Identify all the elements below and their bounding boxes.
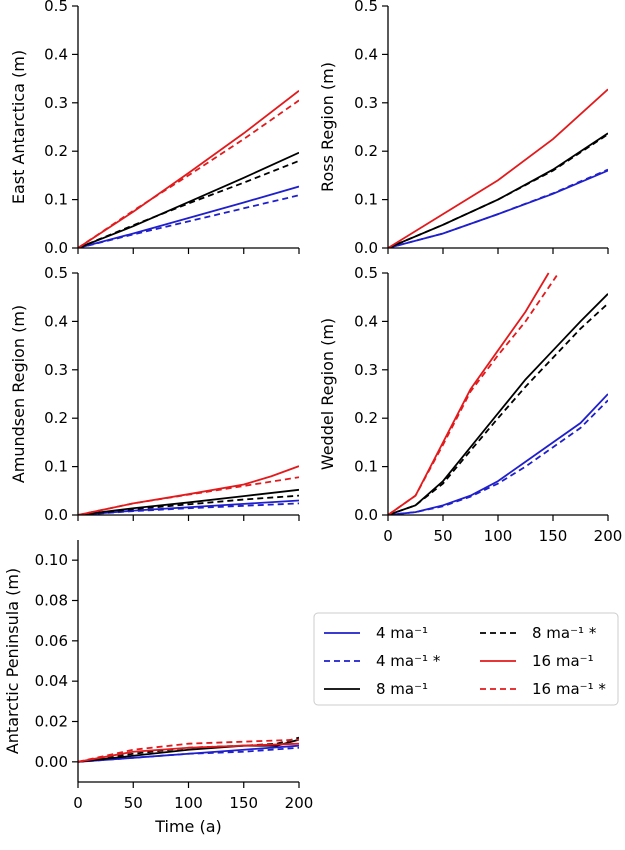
series-line-s16 [78, 465, 299, 515]
panel-5: 0.00 0.02 0.04 0.06 0.08 0.10 0 50 100 150 200 Anta… [3, 540, 313, 836]
series-line-s4 [388, 169, 608, 248]
legend-label-s4: 4 ma⁻¹ [376, 624, 428, 642]
y-tick-label: 0.10 [35, 551, 68, 569]
x-tick-label: 0 [383, 527, 393, 545]
y-tick-label: 0.4 [354, 45, 378, 63]
x-tick-label: 200 [285, 794, 314, 812]
legend-box [313, 612, 619, 706]
x-tick-label: 150 [229, 794, 258, 812]
legend-label-s16: 16 ma⁻¹ [532, 652, 594, 670]
series-line-s16d [78, 99, 299, 248]
x-axis-title: Time (a) [154, 817, 222, 836]
panel-2: 0.0 0.1 0.2 0.3 0.4 0.5 Ross Region (m) [318, 0, 609, 257]
series-line-s16d [78, 738, 299, 763]
legend: 4 ma⁻¹ 4 ma⁻¹ * 8 ma⁻¹ 8 ma⁻¹ * 16 ma⁻¹ 16 ma… [313, 612, 619, 706]
series-line-s4d [78, 502, 299, 515]
x-tick-label: 50 [433, 527, 452, 545]
y-tick-label: 0.1 [354, 191, 378, 209]
x-tick-label: 100 [174, 794, 203, 812]
series-line-s4d [388, 399, 608, 515]
y-tick-label: 0.0 [354, 239, 378, 257]
series-line-s16 [78, 89, 299, 248]
y-tick-label: 0.4 [354, 312, 378, 330]
series-line-s8d [388, 302, 608, 515]
y-tick-label: 0.06 [35, 632, 68, 650]
x-tick-label: 200 [594, 527, 623, 545]
series-line-s16 [78, 742, 299, 763]
series-line-s8d [388, 133, 608, 248]
y-tick-label: 0.5 [44, 0, 68, 15]
y-tick-label: 0.2 [44, 142, 68, 160]
y-tick-label: 0.5 [354, 264, 378, 282]
y-axis-title: East Antarctica (m) [9, 50, 28, 204]
y-tick-label: 0.5 [354, 0, 378, 15]
x-tick-label: 0 [73, 794, 83, 812]
y-axis-title: Amundsen Region (m) [9, 305, 28, 483]
series-line-s8d [78, 736, 299, 763]
y-tick-label: 0.0 [44, 239, 68, 257]
y-tick-label: 0.2 [354, 142, 378, 160]
series-line-s8 [388, 132, 608, 248]
y-tick-label: 0.1 [44, 191, 68, 209]
series-line-s4 [78, 185, 299, 248]
legend-label-s16d: 16 ma⁻¹ * [532, 680, 606, 698]
y-axis-title: Ross Region (m) [318, 62, 337, 192]
y-axis-title: Antarctic Peninsula (m) [3, 568, 22, 754]
y-tick-label: 0.4 [44, 312, 68, 330]
y-tick-label: 0.5 [44, 264, 68, 282]
x-tick-label: 150 [539, 527, 568, 545]
x-tick-label: 100 [484, 527, 513, 545]
y-axis-title: Weddel Region (m) [318, 318, 337, 470]
y-tick-label: 0.00 [35, 753, 68, 771]
series-line-s4d [78, 746, 299, 763]
panel-3: 0.0 0.1 0.2 0.3 0.4 0.5 Amundsen Region (m) [9, 264, 300, 524]
y-tick-label: 0.0 [44, 506, 68, 524]
series-line-s8 [78, 488, 299, 515]
series-line-s8 [78, 151, 299, 248]
series-line-s4 [78, 499, 299, 515]
y-tick-label: 0.3 [354, 94, 378, 112]
legend-label-s8d: 8 ma⁻¹ * [532, 624, 597, 642]
y-tick-label: 0.2 [44, 409, 68, 427]
y-tick-label: 0.3 [354, 361, 378, 379]
x-tick-label: 50 [124, 794, 143, 812]
series-line-s4 [388, 393, 608, 515]
series-line-s16d [388, 272, 560, 515]
y-tick-label: 0.1 [44, 458, 68, 476]
series-line-s4d [78, 194, 299, 248]
y-tick-label: 0.04 [35, 672, 68, 690]
y-tick-label: 0.02 [35, 713, 68, 731]
y-tick-label: 0.4 [44, 45, 68, 63]
y-tick-label: 0.3 [44, 94, 68, 112]
y-tick-label: 0.1 [354, 458, 378, 476]
panel-4: 0.0 0.1 0.2 0.3 0.4 0.5 0 50 100 150 200 Weddel Reg… [318, 264, 622, 545]
series-line-s4d [388, 168, 608, 248]
panel-1: 0.0 0.1 0.2 0.3 0.4 0.5 East Antarctica (m) [9, 0, 300, 257]
y-tick-label: 0.08 [35, 592, 68, 610]
series-line-s16 [388, 272, 550, 515]
legend-label-s8: 8 ma⁻¹ [376, 680, 428, 698]
series-line-s8d [78, 494, 299, 515]
legend-label-s4d: 4 ma⁻¹ * [376, 652, 441, 670]
series-line-s16 [388, 88, 608, 248]
y-tick-label: 0.3 [44, 361, 68, 379]
y-tick-label: 0.2 [354, 409, 378, 427]
y-tick-label: 0.0 [354, 506, 378, 524]
series-line-s16d [78, 476, 299, 515]
